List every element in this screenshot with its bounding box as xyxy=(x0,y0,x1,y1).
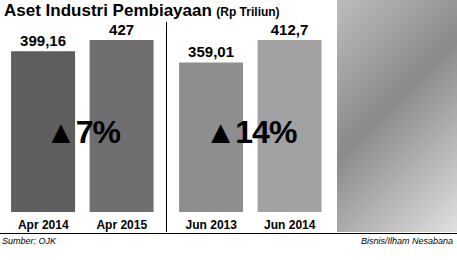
html-text:Aset Industri Pembiayaan (Rp T: Aset Industri Pembiayaan (Rp Triliun) xyxy=(4,1,280,20)
svg-text:359,01: 359,01 xyxy=(188,43,234,60)
html-text:Bisnis/Ilham Nesabana: Bisnis/Ilham Nesabana xyxy=(360,236,453,246)
svg-text:Apr 2014: Apr 2014 xyxy=(18,218,69,232)
svg-text:412,7: 412,7 xyxy=(271,22,309,38)
svg-text:Jun 2013: Jun 2013 xyxy=(186,218,238,232)
html-text:▲14%: ▲14% xyxy=(204,114,297,150)
html-text:Sumber: OJK: Sumber: OJK xyxy=(2,236,56,246)
svg-text:427: 427 xyxy=(109,22,134,38)
svg-text:Jun 2014: Jun 2014 xyxy=(264,218,316,232)
svg-text:Apr 2015: Apr 2015 xyxy=(96,218,147,232)
html-text:▲7%: ▲7% xyxy=(45,114,120,150)
svg-text:399,16: 399,16 xyxy=(20,32,66,49)
